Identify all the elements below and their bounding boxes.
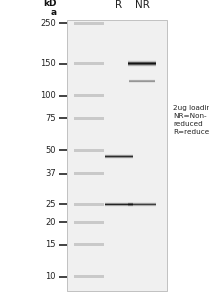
Text: 250: 250: [40, 19, 56, 28]
Text: 75: 75: [45, 114, 56, 123]
Bar: [74, 275, 104, 278]
Bar: [74, 22, 104, 25]
Text: 50: 50: [46, 146, 56, 154]
Bar: [67, 20, 167, 291]
Text: R: R: [116, 1, 123, 10]
Text: 150: 150: [40, 59, 56, 68]
Text: a: a: [51, 8, 57, 16]
Text: 100: 100: [40, 91, 56, 100]
Text: 2ug loading
NR=Non-
reduced
R=reduced: 2ug loading NR=Non- reduced R=reduced: [173, 105, 209, 135]
Bar: [74, 117, 104, 120]
Text: NR: NR: [135, 1, 150, 10]
Bar: [74, 220, 104, 224]
Bar: [74, 94, 104, 97]
Bar: [74, 243, 104, 246]
Text: 10: 10: [46, 272, 56, 281]
Bar: [74, 62, 104, 65]
Text: 15: 15: [46, 240, 56, 249]
Text: 25: 25: [46, 200, 56, 209]
Text: 20: 20: [46, 218, 56, 226]
Text: 37: 37: [45, 169, 56, 178]
Bar: [74, 203, 104, 206]
Text: kD: kD: [43, 0, 57, 8]
Bar: [74, 148, 104, 152]
Bar: [74, 172, 104, 175]
